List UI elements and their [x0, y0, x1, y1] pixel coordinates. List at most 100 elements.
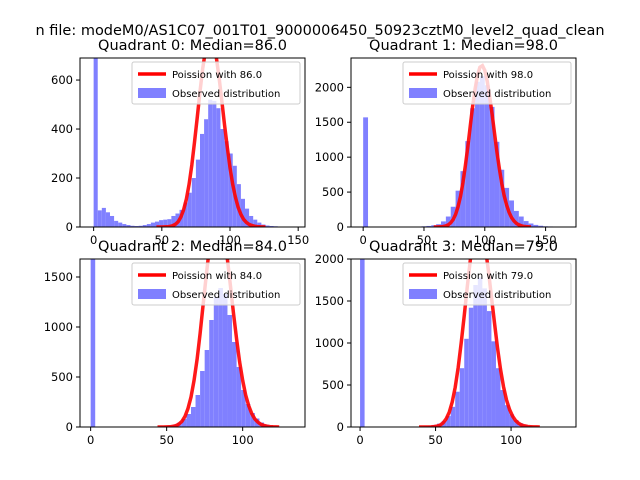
histogram-bar: [212, 100, 217, 227]
histogram-bar: [455, 391, 460, 427]
legend: Poission with 84.0 Observed distribution: [131, 262, 301, 306]
histogram-bar: [445, 216, 451, 227]
histogram-bar: [241, 390, 246, 427]
poisson-curve: [157, 259, 280, 427]
histogram-bar: [460, 171, 466, 227]
histogram-bar: [363, 117, 369, 227]
histogram-bar: [122, 224, 127, 227]
histogram-bar: [464, 338, 469, 427]
histogram-bar: [159, 220, 164, 227]
histogram-bar: [446, 416, 451, 427]
x-tick-label: 0: [90, 233, 97, 247]
histogram-bar: [468, 307, 474, 427]
y-tick-label: 400: [51, 122, 73, 136]
poisson-curve: [419, 259, 540, 427]
histogram-bar: [195, 395, 201, 427]
legend-label-poisson: Poission with 98.0: [443, 70, 533, 81]
histogram-bar: [473, 285, 478, 427]
y-tick-label: 500: [51, 370, 73, 384]
histogram-bar: [101, 207, 106, 227]
y-tick-label: 200: [51, 171, 73, 185]
histogram-bar: [240, 198, 245, 227]
x-tick-label: 50: [154, 233, 169, 247]
histogram-bar: [93, 58, 98, 227]
histogram-bar: [222, 294, 228, 427]
histogram-bar: [499, 169, 505, 227]
histogram-bar: [232, 342, 237, 427]
histogram-bar: [360, 259, 365, 427]
histogram-bar: [204, 350, 210, 427]
subplot-title: Quadrant 3: Median=79.0: [369, 239, 558, 255]
histogram-bar: [505, 405, 510, 427]
histogram-bar: [216, 108, 221, 227]
histogram-bar: [130, 225, 135, 227]
histogram-bar: [228, 153, 233, 227]
x-tick-label: 100: [232, 433, 254, 447]
histogram-bar: [163, 219, 168, 227]
histogram-bar: [257, 222, 262, 227]
legend-label-observed: Observed distribution: [172, 89, 280, 100]
y-tick-label: 1500: [315, 115, 344, 129]
legend-label-observed: Observed distribution: [443, 89, 551, 100]
legend-label-poisson: Poission with 86.0: [172, 70, 262, 81]
histogram-bar: [486, 311, 492, 427]
histogram-bar: [110, 215, 115, 227]
histogram-bar: [209, 320, 214, 427]
y-tick-label: 0: [66, 220, 73, 234]
histogram-bar: [187, 192, 192, 227]
histogram-bar: [523, 221, 529, 227]
axes-frame: [79, 258, 306, 428]
histogram-bar: [489, 106, 495, 227]
x-tick-label: 100: [474, 233, 496, 247]
subplot-title: Quadrant 0: Median=86.0: [98, 38, 287, 54]
histogram-bar: [220, 129, 225, 227]
histogram-bar: [514, 420, 519, 427]
histogram-bar: [236, 367, 242, 427]
histogram-bar: [105, 212, 110, 227]
subplot-title: Quadrant 1: Median=98.0: [369, 38, 558, 54]
histogram-bar: [167, 219, 172, 227]
histogram-bar: [114, 220, 119, 227]
histogram-bar: [533, 224, 539, 227]
x-tick-label: 50: [428, 433, 443, 447]
y-tick-label: 0: [337, 220, 344, 234]
histogram-bar: [491, 341, 496, 427]
histogram-bar: [191, 178, 196, 227]
histogram-bar: [465, 141, 471, 227]
histogram-bar: [126, 225, 131, 227]
histogram-bar: [500, 390, 506, 427]
histogram-bar: [181, 419, 187, 427]
poisson-curve: [156, 58, 266, 227]
x-tick-label: 150: [287, 233, 309, 247]
histogram-bar: [509, 414, 515, 427]
histogram-bar: [118, 222, 123, 227]
histogram-bar: [245, 208, 250, 227]
histogram-bar: [218, 288, 223, 427]
y-tick-label: 1000: [315, 336, 344, 350]
histogram-bars: [360, 259, 546, 427]
histogram-bar: [470, 108, 476, 227]
legend-box: [402, 262, 572, 306]
histogram-bar: [494, 141, 500, 227]
histogram-bar: [484, 85, 490, 227]
histogram-bar: [426, 225, 432, 227]
histogram-bar: [477, 277, 483, 427]
legend: Poission with 79.0 Observed distribution: [402, 262, 572, 306]
histogram-bar: [138, 225, 143, 227]
x-tick-label: 50: [417, 233, 432, 247]
histogram-bar: [186, 414, 191, 427]
y-tick-label: 500: [322, 185, 344, 199]
histogram-bar: [190, 407, 196, 427]
histogram-bar: [142, 225, 147, 227]
histogram-bar: [450, 406, 456, 427]
x-tick-label: 0: [356, 433, 363, 447]
histogram-bar: [204, 119, 209, 227]
y-tick-label: 0: [337, 420, 344, 434]
histogram-bars: [93, 58, 295, 227]
x-tick-label: 100: [219, 233, 241, 247]
histogram-bar: [495, 368, 501, 427]
histogram-bar: [518, 216, 524, 227]
x-tick-label: 150: [535, 233, 557, 247]
